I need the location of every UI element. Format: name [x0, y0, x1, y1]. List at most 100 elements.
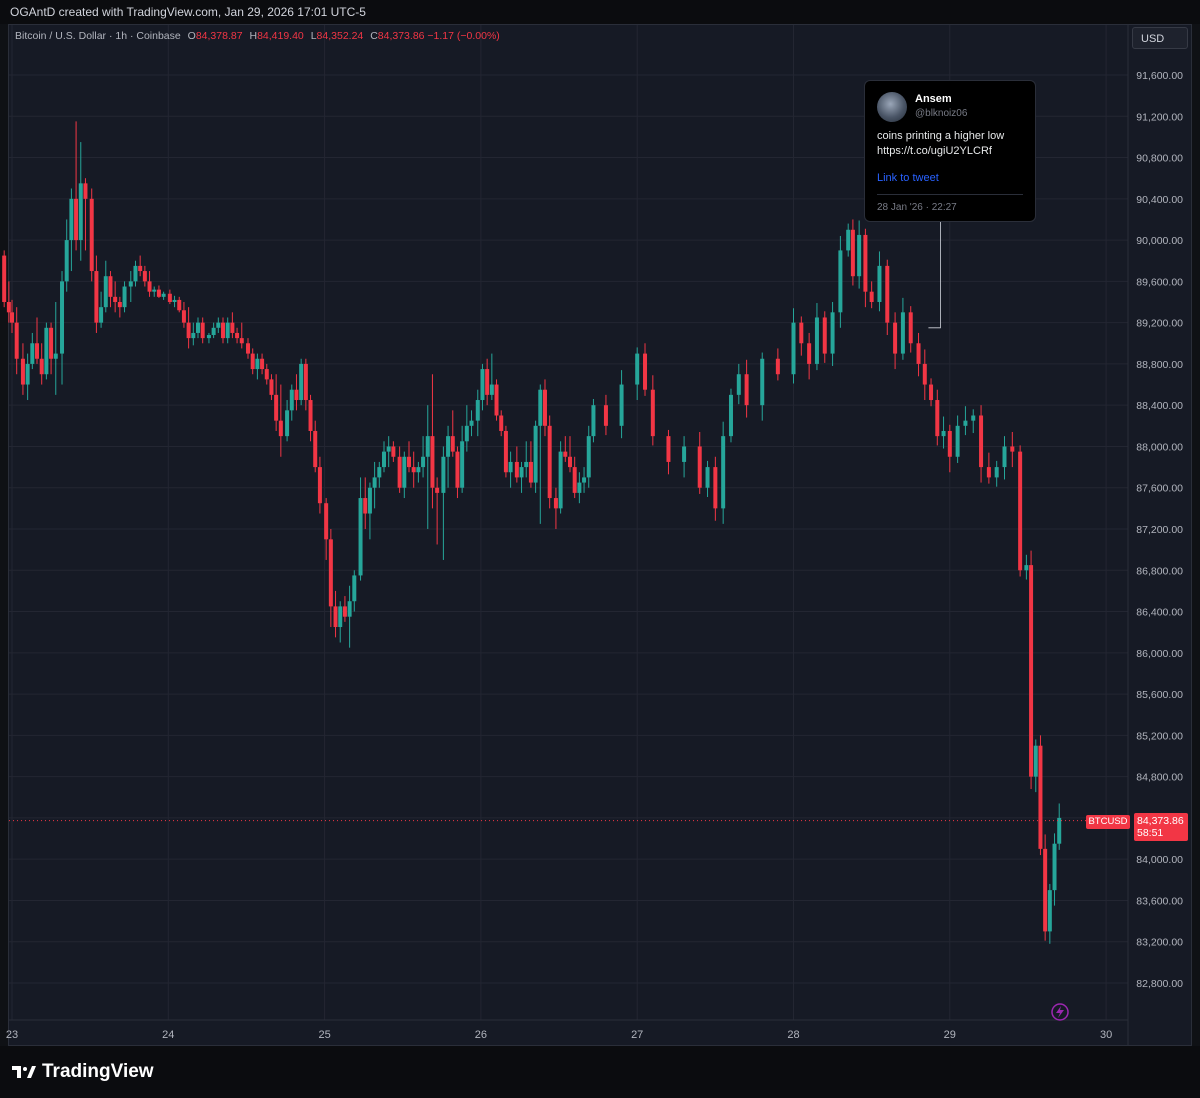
last-price-label: 84,373.86 58:51 — [1134, 813, 1188, 841]
footer-bar — [0, 1046, 1200, 1098]
candle-up — [446, 436, 451, 457]
candle-down — [200, 322, 205, 339]
candle-down — [567, 456, 572, 468]
candle-down — [10, 312, 14, 323]
candle-down — [363, 498, 368, 514]
high-value: 84,419.40 — [257, 30, 304, 42]
candle-down — [35, 343, 40, 359]
candle-down — [89, 198, 94, 272]
candle-down — [1038, 745, 1043, 849]
candle-up — [963, 420, 968, 426]
candle-up — [338, 606, 343, 628]
candle-down — [108, 276, 113, 297]
y-tick-label: 90,000.00 — [1136, 235, 1183, 247]
candle-up — [60, 281, 65, 354]
candle-down — [697, 446, 702, 488]
y-tick-label: 83,600.00 — [1136, 895, 1183, 907]
candle-down — [2, 255, 7, 302]
tweet-text-line-2[interactable]: https://t.co/ugiU2YLCRf — [877, 145, 992, 157]
candle-down — [269, 379, 274, 395]
candle-up — [441, 456, 446, 493]
currency-label: USD — [1141, 33, 1165, 45]
candle-up — [736, 374, 741, 395]
x-tick-label: 27 — [631, 1029, 643, 1041]
attribution-text: OGAntD created with TradingView.com, Jan… — [10, 5, 366, 19]
candle-up — [53, 353, 58, 359]
candle-down — [274, 394, 279, 421]
candle-down — [807, 343, 812, 364]
candle-down — [1029, 565, 1034, 777]
candle-up — [377, 467, 382, 478]
candle-down — [246, 343, 251, 354]
candle-down — [1018, 451, 1023, 571]
candle-up — [524, 461, 529, 468]
tweet-link[interactable]: Link to tweet — [877, 172, 939, 184]
candle-down — [908, 312, 913, 344]
y-tick-label: 91,200.00 — [1136, 111, 1183, 123]
candle-up — [191, 332, 196, 339]
candle-up — [538, 389, 543, 426]
candles — [2, 121, 1062, 944]
candle-up — [489, 384, 494, 395]
y-tick-label: 85,600.00 — [1136, 689, 1183, 701]
candle-down — [986, 467, 991, 478]
candle-down — [407, 456, 412, 468]
candle-up — [830, 312, 835, 354]
candle-down — [572, 467, 577, 493]
candle-down — [666, 436, 671, 462]
candle-up — [533, 425, 538, 483]
candle-down — [603, 405, 608, 426]
candle-down — [922, 363, 927, 385]
x-tick-label: 26 — [475, 1029, 487, 1041]
price-axis: 91,600.00 91,200.00 90,800.00 90,400.00 90,0… — [1136, 70, 1183, 990]
candle-down — [117, 302, 122, 308]
candle-down — [303, 363, 308, 401]
lightning-badge-icon — [1051, 1003, 1069, 1021]
tweet-card[interactable]: Ansem @blknoiz06 coins printing a higher… — [864, 80, 1036, 222]
candle-down — [528, 461, 533, 483]
candle-up — [30, 343, 35, 364]
candle-up — [635, 353, 640, 385]
candle-up — [519, 467, 524, 478]
y-tick-label: 87,200.00 — [1136, 524, 1183, 536]
candle-down — [893, 322, 898, 354]
tweet-divider — [877, 194, 1023, 195]
candle-up — [122, 286, 127, 308]
candle-down — [450, 436, 455, 452]
y-tick-label: 90,800.00 — [1136, 153, 1183, 165]
candle-up — [103, 276, 108, 308]
candle-down — [308, 400, 313, 431]
candle-down — [863, 234, 868, 292]
candle-up — [586, 436, 591, 478]
currency-button[interactable]: USD — [1132, 27, 1188, 49]
candle-down — [294, 389, 299, 401]
candle-up — [299, 363, 304, 401]
candle-up — [814, 317, 819, 364]
candle-up — [211, 327, 216, 336]
y-tick-label: 88,800.00 — [1136, 359, 1183, 371]
candle-down — [39, 358, 44, 375]
candle-up — [358, 498, 363, 576]
candle-up — [971, 415, 976, 421]
candle-up — [225, 322, 230, 339]
candle-up — [791, 322, 796, 375]
candle-up — [1024, 565, 1029, 571]
candle-up — [577, 482, 582, 493]
tradingview-logo-icon — [12, 1066, 36, 1078]
tweet-date: 28 Jan '26 · 22:27 — [877, 202, 957, 213]
tradingview-logo[interactable]: TradingView — [12, 1061, 154, 1083]
lightning-badge-ring — [1051, 1003, 1069, 1021]
candle-up — [133, 265, 138, 282]
y-tick-label: 84,000.00 — [1136, 854, 1183, 866]
y-tick-label: 86,400.00 — [1136, 607, 1183, 619]
candle-down — [935, 400, 940, 437]
x-tick-label: 30 — [1100, 1029, 1112, 1041]
candle-up — [955, 425, 960, 457]
candle-down — [167, 293, 172, 302]
open-value: 84,378.87 — [195, 30, 243, 42]
tweet-text: coins printing a higher low https://t.co… — [877, 129, 1004, 159]
candle-up — [760, 358, 765, 406]
candle-down — [6, 302, 11, 313]
candle-up — [846, 229, 851, 251]
